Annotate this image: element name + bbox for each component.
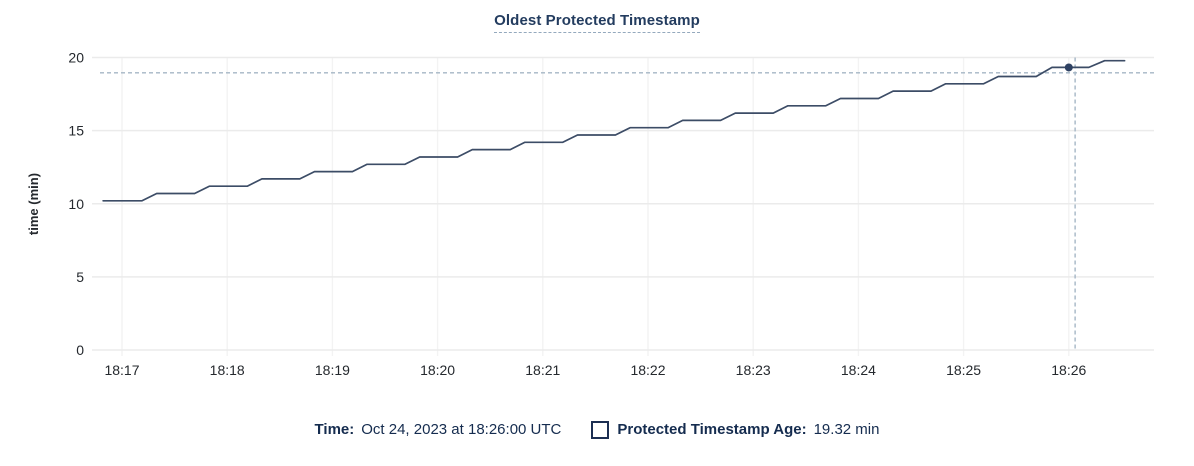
x-tick-label: 18:20: [420, 362, 455, 378]
y-tick-label: 0: [76, 342, 84, 358]
y-tick-label: 10: [68, 196, 84, 212]
x-tick-label: 18:22: [630, 362, 665, 378]
series-line: [102, 59, 1126, 202]
x-tick-label: 18:23: [736, 362, 771, 378]
time-value: Oct 24, 2023 at 18:26:00 UTC: [361, 421, 562, 438]
series-swatch-icon[interactable]: [591, 421, 610, 439]
x-tick-label: 18:21: [525, 362, 560, 378]
x-tick-label: 18:17: [104, 362, 139, 378]
x-tick-label: 18:19: [315, 362, 350, 378]
time-label: Time:: [314, 421, 355, 438]
y-axis-title: time (min): [26, 173, 41, 235]
chart-title[interactable]: Oldest Protected Timestamp: [494, 12, 700, 33]
chart-title-row: Oldest Protected Timestamp: [0, 12, 1194, 33]
y-tick-label: 5: [76, 269, 84, 285]
series-label: Protected Timestamp Age:: [617, 421, 807, 438]
y-tick-label: 15: [68, 123, 84, 139]
chart-tooltip-legend: Time: Oct 24, 2023 at 18:26:00 UTC Prote…: [0, 419, 1194, 441]
x-tick-label: 18:26: [1051, 362, 1086, 378]
cursor-dot: [1064, 63, 1073, 72]
x-tick-label: 18:24: [841, 362, 876, 378]
y-tick-label: 20: [68, 50, 84, 66]
x-tick-label: 18:25: [946, 362, 981, 378]
chart-canvas[interactable]: 18:17 18:18 18:19 18:20 18:21 18:22 18:23 18:24…: [0, 0, 1194, 400]
x-tick-label: 18:18: [210, 362, 245, 378]
series-value: 19.32 min: [813, 421, 880, 438]
